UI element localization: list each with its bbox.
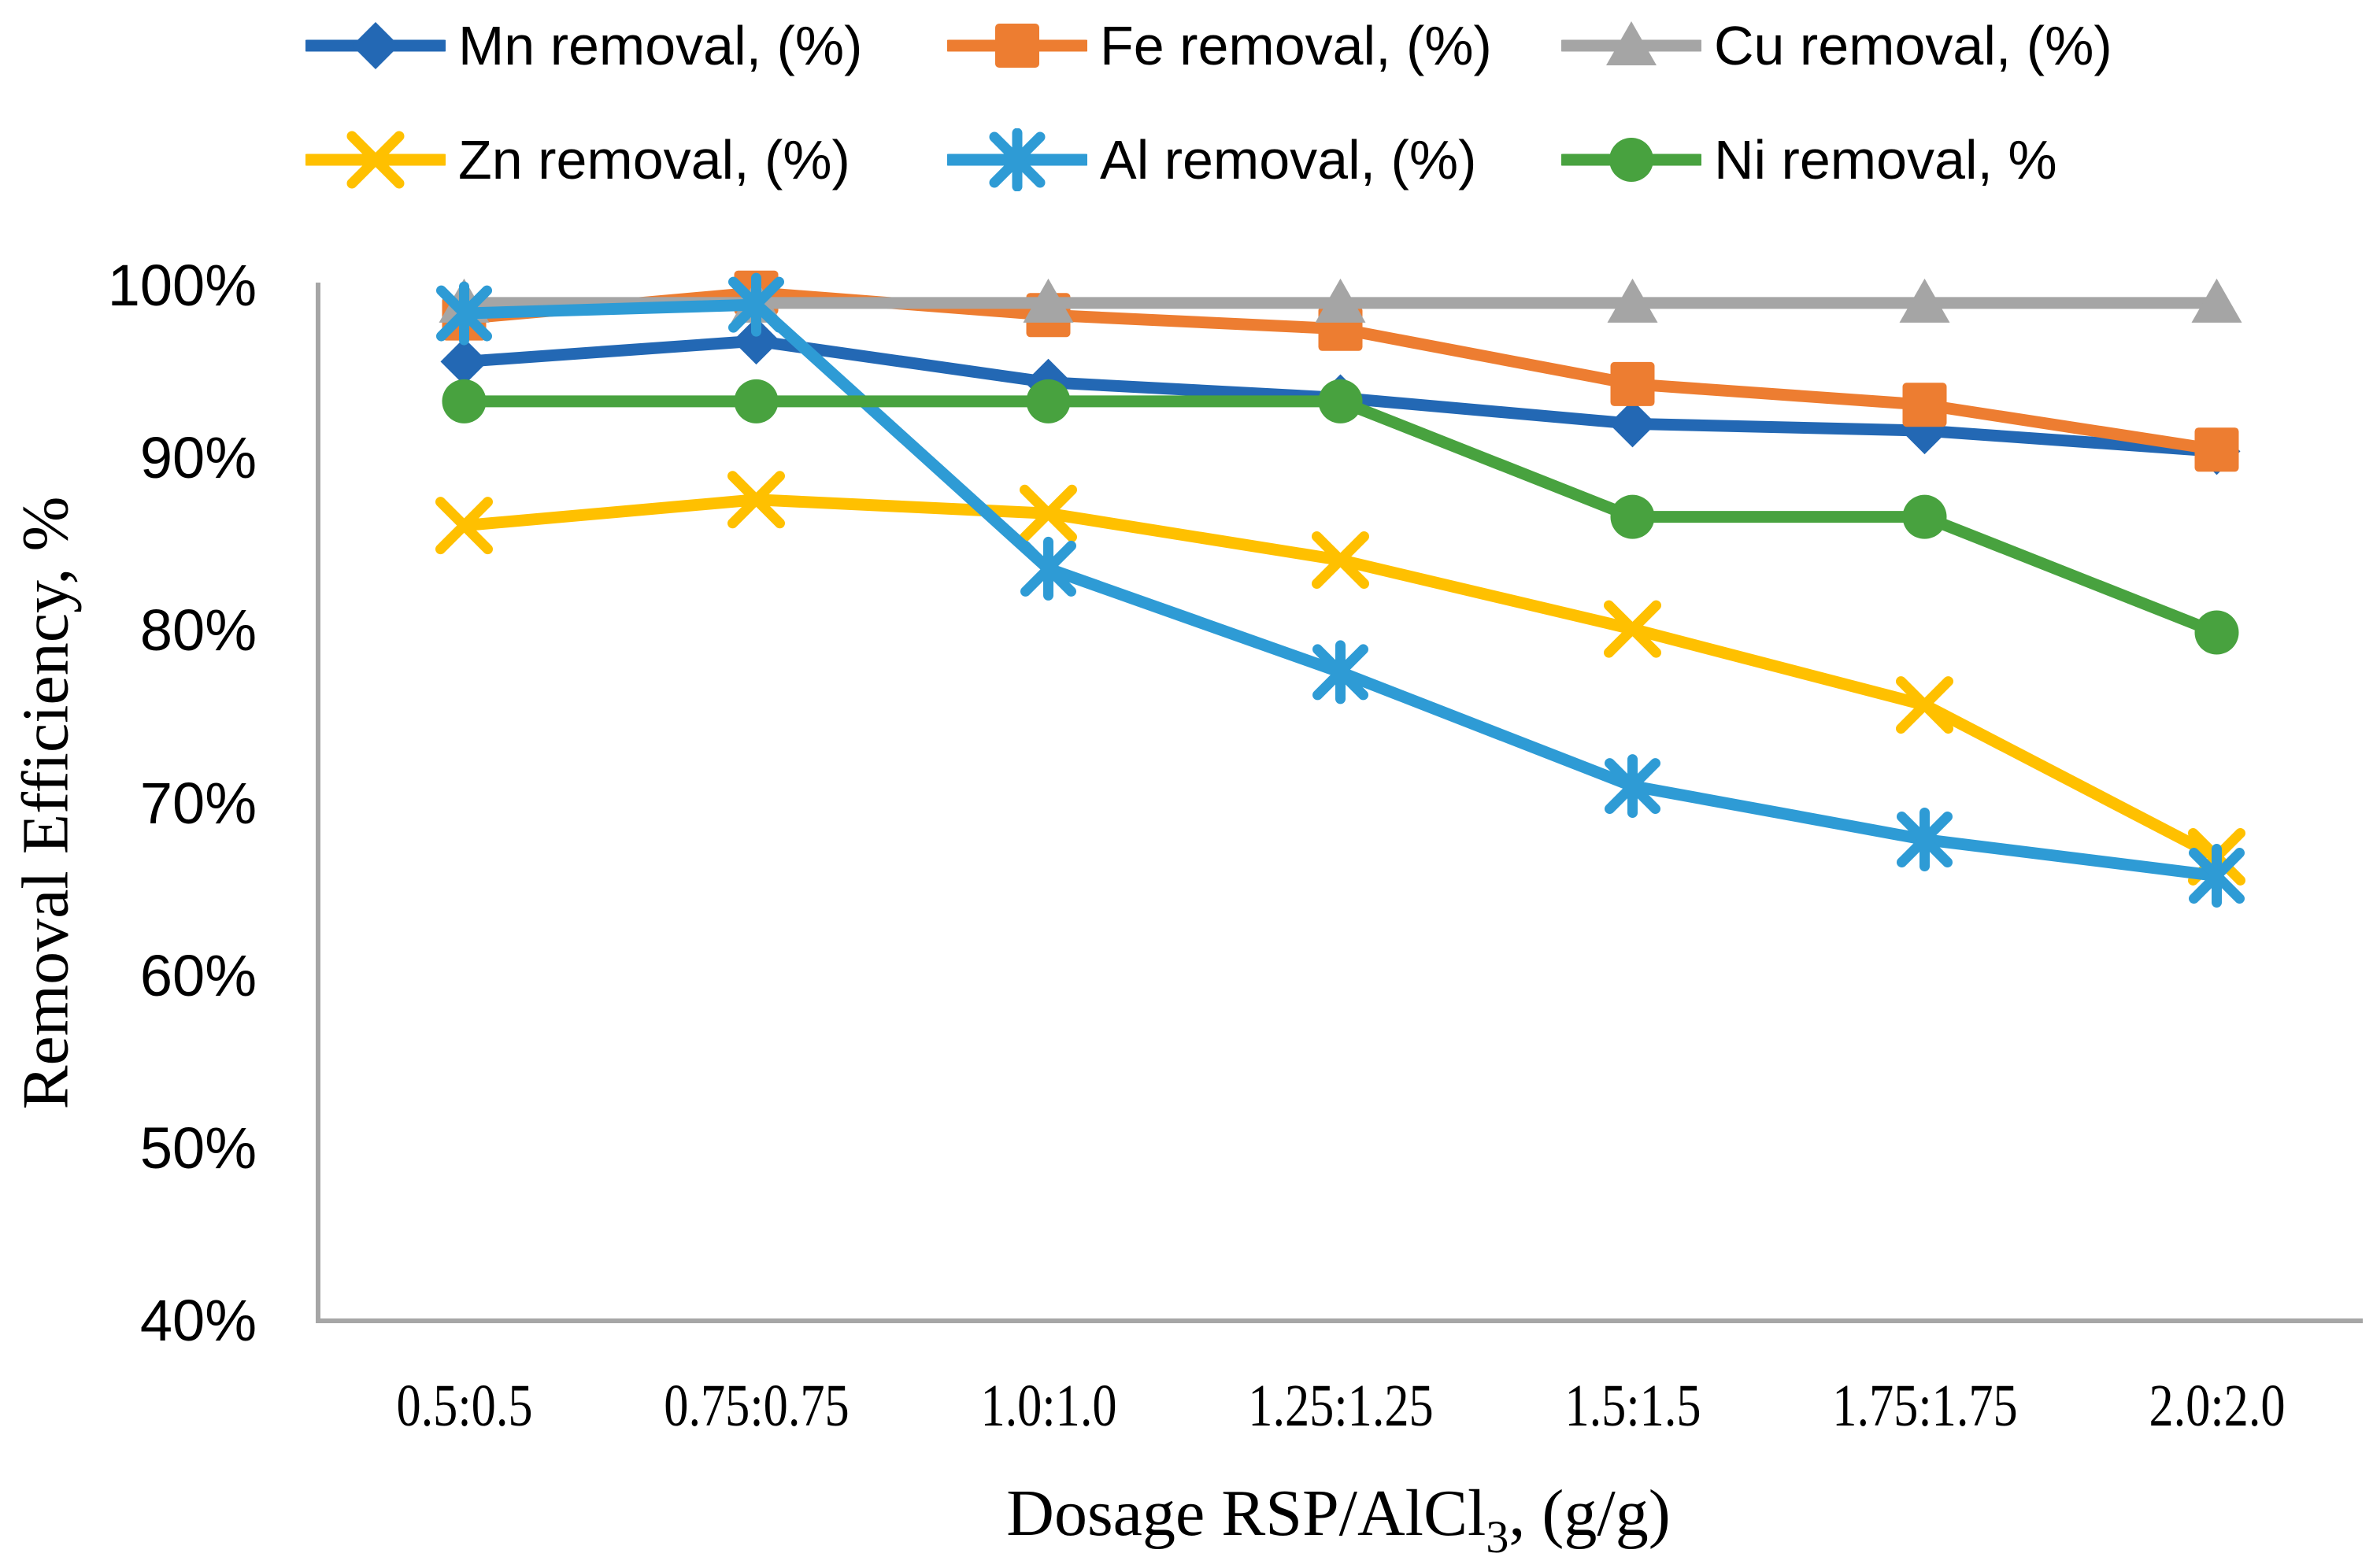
x-tick-0: 0.5:0.5	[395, 1373, 533, 1439]
ni-circle-marker-icon	[1561, 138, 1701, 182]
x-tick-6: 2.0:2.0	[2148, 1373, 2286, 1439]
legend-item-ni: Ni removal, %	[1561, 126, 2057, 194]
x-tick-1: 0.75:0.75	[663, 1373, 850, 1439]
mn-diamond-marker-icon	[305, 22, 446, 69]
y-tick-50: 50%	[139, 1115, 257, 1181]
y-tick-70: 70%	[139, 770, 257, 836]
x-tick-4: 1.5:1.5	[1564, 1373, 1701, 1439]
y-tick-40: 40%	[139, 1288, 257, 1353]
x-tick-2: 1.0:1.0	[979, 1373, 1117, 1439]
zn-x-marker-icon	[305, 131, 446, 189]
x-axis-title: Dosage RSP/AlCl3, (g/g)	[1006, 1475, 1670, 1563]
x-axis-title-main: Dosage RSP/AlCl	[1006, 1477, 1486, 1550]
legend-item-cu: Cu removal, (%)	[1561, 12, 2112, 80]
y-tick-60: 60%	[139, 942, 257, 1008]
y-tick-100: 100%	[107, 253, 257, 318]
x-axis-title-subscript: 3	[1486, 1511, 1509, 1562]
legend-label-fe: Fe removal, (%)	[1100, 15, 1492, 76]
cu-triangle-marker-icon	[1561, 21, 1701, 65]
legend-item-al: Al removal, (%)	[947, 126, 1476, 194]
legend-item-zn: Zn removal, (%)	[305, 126, 850, 194]
x-tick-3: 1.25:1.25	[1247, 1373, 1434, 1439]
legend-label-ni: Ni removal, %	[1714, 129, 2057, 190]
x-axis-title-tail: , (g/g)	[1509, 1477, 1671, 1550]
legend-label-cu: Cu removal, (%)	[1714, 15, 2112, 76]
y-axis-title: Removal Efficiency, %	[9, 496, 83, 1110]
x-tick-5: 1.75:1.75	[1831, 1373, 2018, 1439]
y-tick-80: 80%	[139, 597, 257, 664]
legend-label-mn: Mn removal, (%)	[458, 15, 863, 76]
legend-item-mn: Mn removal, (%)	[305, 12, 862, 80]
y-tick-90: 90%	[139, 425, 257, 491]
al-asterisk-marker-icon	[947, 128, 1087, 191]
legend-label-zn: Zn removal, (%)	[458, 129, 850, 190]
legend-item-fe: Fe removal, (%)	[947, 12, 1492, 80]
fe-square-marker-icon	[947, 24, 1087, 68]
legend-label-al: Al removal, (%)	[1100, 129, 1477, 190]
